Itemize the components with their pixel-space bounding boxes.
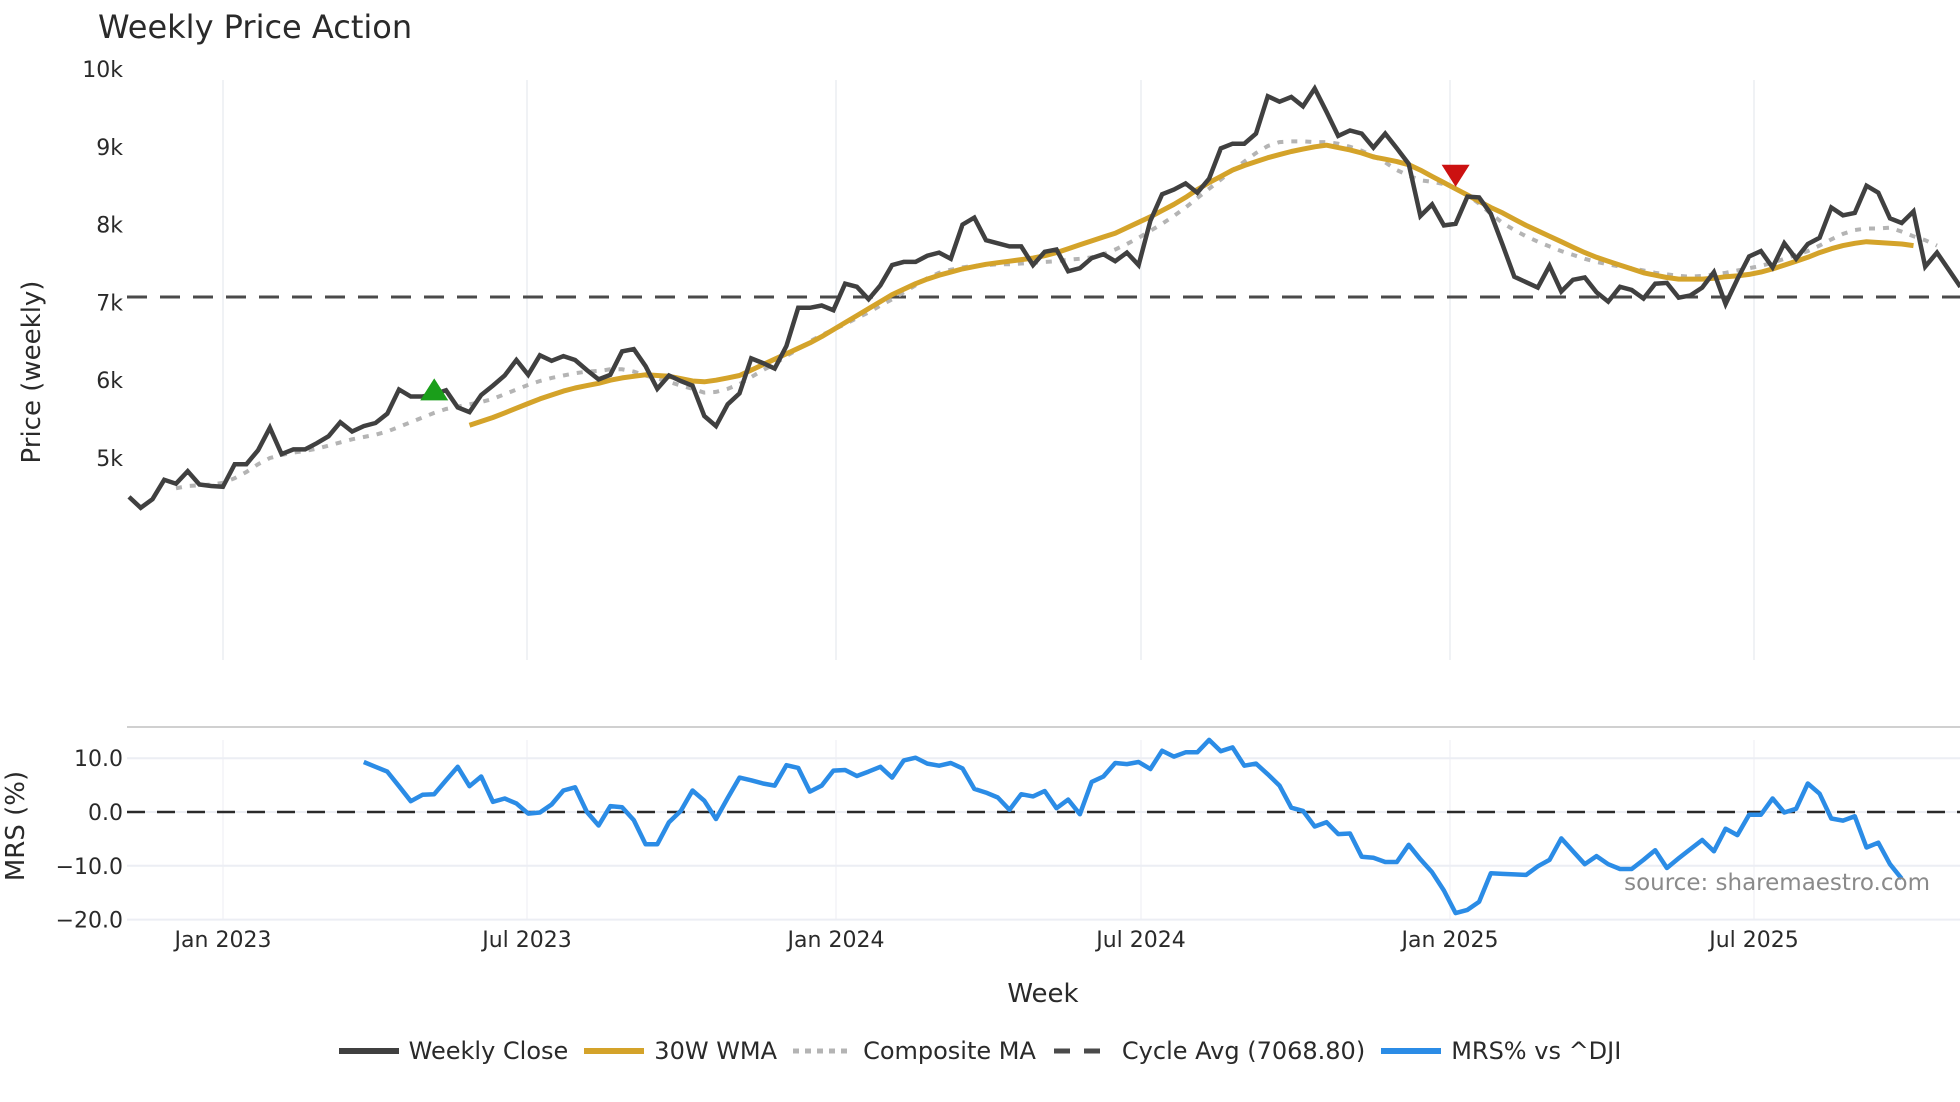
legend-swatch-composite-icon — [793, 1048, 854, 1054]
legend-swatch-close-icon — [338, 1048, 399, 1054]
mrs-y-tick-label: 0.0 — [88, 801, 123, 826]
legend-label: Cycle Avg (7068.80) — [1121, 1037, 1366, 1065]
x-tick-label: Jul 2023 — [480, 928, 572, 953]
x-tick-label: Jan 2023 — [173, 928, 272, 953]
legend-swatch-mrs-icon — [1381, 1048, 1442, 1054]
price-y-tick-label: 8k — [96, 214, 123, 239]
chart-canvas: 5k 6k 7k 8k 9k 10k Price (weekly) 10.0 0.0 −10.… — [1, 58, 1960, 1009]
mrs-y-tick-label: −20.0 — [56, 909, 123, 934]
x-tick-label: Jan 2025 — [1400, 928, 1499, 953]
mrs-y-axis: 10.0 0.0 −10.0 −20.0 — [56, 747, 123, 933]
legend-swatch-cycle-icon — [1053, 1048, 1112, 1054]
price-grid — [222, 80, 1755, 660]
x-tick-label: Jul 2024 — [1094, 928, 1186, 953]
wma-line — [468, 142, 1914, 428]
legend-label: MRS% vs ^DJI — [1451, 1037, 1622, 1065]
source-watermark: source: sharemaestro.com — [1624, 870, 1930, 896]
legend-label: Weekly Close — [408, 1037, 569, 1065]
price-y-axis-title: Price (weekly) — [17, 281, 47, 464]
price-plot — [127, 84, 1960, 511]
mrs-plot — [362, 737, 1904, 916]
price-y-tick-label: 7k — [96, 291, 123, 316]
legend-item-composite[interactable]: Composite MA — [793, 1037, 1036, 1065]
mrs-grid — [127, 740, 1960, 921]
mrs-y-tick-label: 10.0 — [74, 747, 123, 772]
legend-swatch-wma-icon — [584, 1048, 645, 1054]
x-axis-title: Week — [1007, 979, 1078, 1009]
mrs-line — [362, 737, 1904, 916]
x-tick-label: Jul 2025 — [1707, 928, 1799, 953]
sell-signal-icon — [1441, 164, 1470, 187]
price-y-tick-label: 6k — [96, 369, 123, 394]
legend-item-close[interactable]: Weekly Close — [338, 1037, 569, 1065]
legend: Weekly Close 30W WMA Composite MA Cycle Avg… — [0, 1037, 1960, 1065]
legend-label: Composite MA — [863, 1037, 1036, 1065]
buy-signal-icon — [420, 378, 449, 401]
legend-item-wma[interactable]: 30W WMA — [584, 1037, 777, 1065]
price-y-tick-label: 5k — [96, 447, 123, 472]
x-tick-label: Jan 2024 — [786, 928, 885, 953]
x-axis: Jan 2023 Jul 2023 Jan 2024 Jul 2024 Jan 2025… — [173, 928, 1799, 953]
price-y-axis: 5k 6k 7k 8k 9k 10k — [82, 58, 123, 472]
legend-item-mrs[interactable]: MRS% vs ^DJI — [1381, 1037, 1621, 1065]
legend-label: 30W WMA — [654, 1037, 778, 1065]
price-y-tick-label: 10k — [82, 58, 123, 83]
price-y-tick-label: 9k — [96, 136, 123, 161]
mrs-y-tick-label: −10.0 — [56, 855, 123, 880]
legend-item-cycle[interactable]: Cycle Avg (7068.80) — [1052, 1037, 1365, 1065]
mrs-y-axis-title: MRS (%) — [1, 771, 31, 881]
composite-ma-line — [175, 139, 1938, 491]
chart-title: Weekly Price Action — [98, 8, 413, 46]
